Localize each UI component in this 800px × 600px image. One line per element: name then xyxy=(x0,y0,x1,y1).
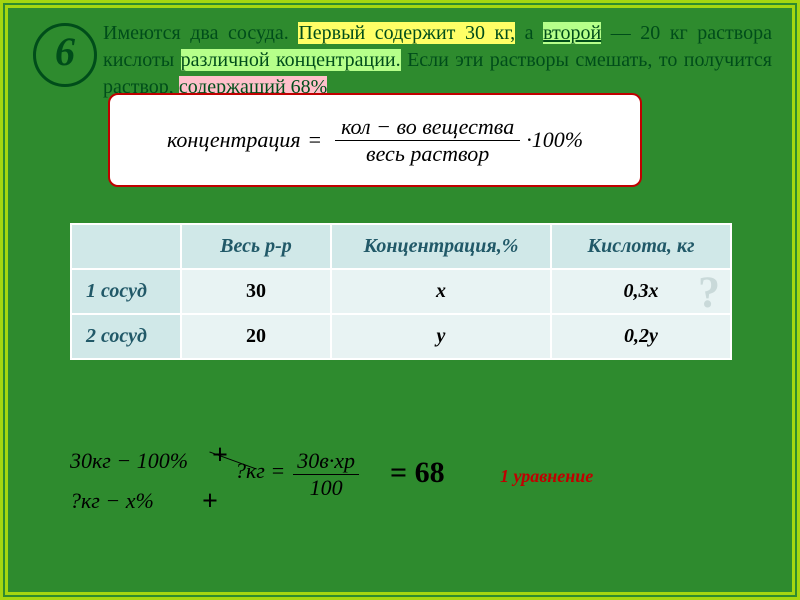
plus-bot: + xyxy=(202,486,218,518)
row-label: 2 сосуд xyxy=(71,314,181,359)
eq-back-line-2: ?кг − x% xyxy=(70,488,188,514)
formula-equals: = xyxy=(309,127,321,153)
eq-mid-fraction: 30в·xр 100 xyxy=(293,448,359,501)
table-header-row: Весь р-р Концентрация,% Кислота, кг xyxy=(71,224,731,269)
eq-mid-den: 100 xyxy=(306,475,347,501)
data-table: Весь р-р Концентрация,% Кислота, кг 1 со… xyxy=(70,223,732,360)
equation-label: 1 уравнение xyxy=(500,466,593,487)
text-highlight-green: различной концентрации. xyxy=(181,49,401,71)
text-plain: а xyxy=(515,22,543,44)
text-highlight-green: второй xyxy=(543,22,601,44)
table-header: Кислота, кг xyxy=(551,224,731,269)
eq-mid-prefix: ?кг = xyxy=(235,458,285,483)
table-header: Концентрация,% xyxy=(331,224,551,269)
eq-mid-num: 30в·xр xyxy=(293,448,359,474)
equation-result: = 68 xyxy=(390,456,445,490)
cell-acid: 0,2y xyxy=(551,314,731,359)
table-row: 2 сосуд 20 y 0,2y xyxy=(71,314,731,359)
equation-layer-mid: ?кг = 30в·xр 100 xyxy=(235,448,363,501)
problem-text: Имеются два сосуда. Первый содержит 30 к… xyxy=(103,20,772,101)
cell-all: 30 xyxy=(181,269,331,314)
formula-fraction: кол − во вещества весь раствор xyxy=(335,114,520,167)
row-label: 1 сосуд xyxy=(71,269,181,314)
text-highlight-yellow: Первый содержит 30 кг, xyxy=(298,22,515,44)
table-header: Весь р-р xyxy=(181,224,331,269)
formula-lhs: концентрация xyxy=(167,127,301,153)
equation-layer-back: 30кг − 100% ?кг − x% xyxy=(70,448,188,514)
formula-denominator: весь раствор xyxy=(360,141,495,167)
cell-all: 20 xyxy=(181,314,331,359)
eq-back-line-1: 30кг − 100% xyxy=(70,448,188,474)
cell-acid: 0,3x xyxy=(551,269,731,314)
equation-area: 30кг − 100% ?кг − x% + + ?кг = 30в·xр 10… xyxy=(70,438,720,558)
formula-box: концентрация = кол − во вещества весь ра… xyxy=(108,93,642,187)
cell-conc: x xyxy=(331,269,551,314)
problem-number-badge: 6 xyxy=(33,23,97,87)
slide: 6 Имеются два сосуда. Первый содержит 30… xyxy=(0,0,800,600)
text-plain: Имеются два сосуда. xyxy=(103,22,298,44)
table-row: 1 сосуд 30 x 0,3x xyxy=(71,269,731,314)
table-header xyxy=(71,224,181,269)
formula-tail: ·100% xyxy=(526,127,583,153)
formula-numerator: кол − во вещества xyxy=(335,114,520,140)
cell-conc: y xyxy=(331,314,551,359)
